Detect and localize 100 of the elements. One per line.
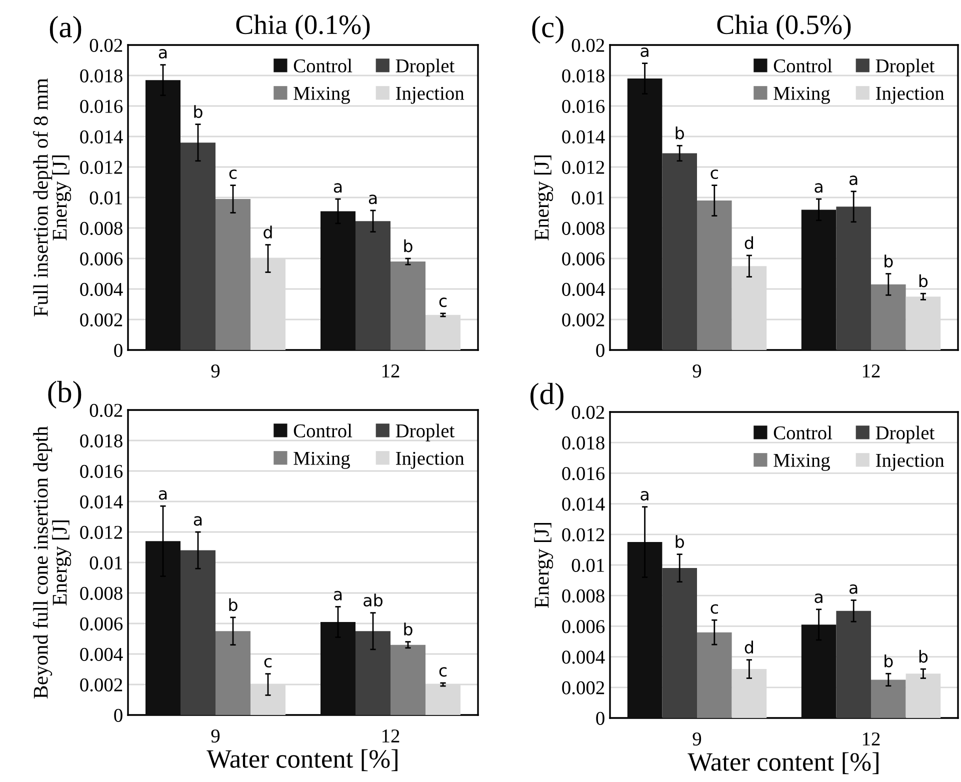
- y-tick-label: 0.018: [562, 69, 604, 83]
- y-tick-label: 0.012: [80, 526, 122, 540]
- data-label: a: [194, 516, 202, 526]
- y-tick-label: 0: [114, 344, 122, 357]
- legend-label: Control: [774, 426, 832, 440]
- y-tick-label: 0.016: [562, 100, 605, 114]
- legend-label: Injection: [396, 452, 464, 469]
- y-tick-label: 0.018: [562, 436, 604, 450]
- y-tick-label: 0.002: [80, 313, 122, 327]
- y-tick-label: 0.008: [80, 586, 122, 600]
- data-label: b: [884, 654, 893, 668]
- x-tick-label: 9: [692, 364, 702, 378]
- data-label: c: [710, 169, 718, 180]
- y-tick-label: 0.006: [562, 620, 605, 634]
- y-tick-label: 0: [114, 708, 122, 722]
- x-tick-label: 12: [862, 732, 880, 746]
- data-label: d: [744, 640, 753, 654]
- y-axis-title: Energy [J]: [534, 523, 554, 608]
- y-tick-label: 0.016: [562, 467, 605, 480]
- y-tick-label: 0.002: [562, 313, 604, 327]
- data-label: d: [264, 226, 272, 238]
- y-tick-label: 0.02: [90, 38, 122, 52]
- x-axis-title: Water content [%]: [206, 749, 398, 772]
- y-tick-label: 0.004: [80, 648, 123, 662]
- data-label: b: [676, 126, 684, 140]
- data-label: b: [919, 650, 928, 663]
- text: (a): [50, 16, 82, 44]
- legend-label: Mixing: [294, 452, 350, 469]
- y-axis-title: Full insertion depth of 8 mm Energy [J]: [33, 78, 72, 316]
- legend-label: Injection: [396, 86, 464, 104]
- legend-label: Control: [294, 58, 352, 72]
- data-label: a: [640, 491, 648, 501]
- legend-label: Control: [774, 58, 832, 72]
- data-label: b: [194, 105, 202, 118]
- text: (d): [530, 382, 564, 411]
- x-tick-label: 12: [862, 364, 880, 378]
- data-label: ab: [364, 594, 382, 607]
- legend-label: Mixing: [774, 454, 830, 471]
- y-tick-label: 0.004: [562, 650, 605, 664]
- y-tick-label: 0.008: [562, 589, 604, 603]
- legend-label: Droplet: [396, 58, 455, 76]
- y-tick-label: 0.016: [80, 100, 123, 114]
- data-label: a: [640, 47, 648, 58]
- legend-label: Mixing: [294, 86, 350, 104]
- data-label: a: [334, 590, 342, 600]
- y-tick-label: 0.008: [80, 222, 122, 236]
- data-label: b: [676, 535, 684, 548]
- data-label: a: [849, 584, 858, 594]
- legend-label: Mixing: [774, 86, 830, 104]
- y-tick-label: 0.02: [90, 404, 122, 418]
- data-label: a: [368, 194, 377, 204]
- chart-title: Chia (0.5%): [717, 14, 851, 40]
- data-label: c: [229, 169, 237, 180]
- y-tick-label: 0.012: [80, 160, 122, 174]
- y-tick-label: 0.006: [80, 252, 123, 266]
- legend-label: Droplet: [876, 58, 935, 76]
- data-label: b: [404, 622, 412, 636]
- y-tick-label: 0.012: [562, 160, 604, 174]
- data-label: c: [439, 667, 447, 677]
- x-axis-title: Water content [%]: [688, 752, 878, 774]
- legend-label: Injection: [876, 86, 944, 104]
- data-label: a: [158, 48, 167, 59]
- x-tick-label: 12: [382, 364, 400, 378]
- x-tick-label: 12: [382, 730, 400, 742]
- y-tick-label: 0.014: [80, 495, 123, 509]
- y-tick-label: 0.01: [90, 191, 122, 205]
- data-label: b: [229, 598, 238, 612]
- y-tick-label: 0.01: [572, 191, 604, 205]
- y-tick-label: 0.014: [80, 130, 123, 144]
- legend-label: Injection: [876, 454, 944, 471]
- data-label: a: [814, 183, 822, 193]
- data-label: c: [264, 658, 272, 668]
- x-tick-label: 9: [211, 730, 220, 743]
- text: (c): [532, 16, 564, 44]
- y-tick-label: 0.006: [562, 252, 605, 266]
- y-tick-label: 0.004: [80, 282, 123, 296]
- text: (b): [48, 380, 82, 409]
- y-tick-label: 0.002: [80, 678, 122, 692]
- legend-label: Droplet: [396, 424, 455, 442]
- x-tick-label: 9: [692, 732, 702, 746]
- legend-label: Control: [294, 424, 352, 438]
- data-label: a: [334, 183, 342, 193]
- x-tick-label: 9: [211, 364, 220, 378]
- y-tick-label: 0: [596, 344, 604, 357]
- data-label: d: [744, 236, 753, 250]
- y-tick-label: 0.016: [80, 464, 123, 478]
- y-tick-label: 0.012: [562, 528, 604, 542]
- y-tick-label: 0: [596, 712, 604, 725]
- data-label: b: [884, 254, 893, 268]
- y-tick-label: 0.004: [562, 282, 605, 296]
- y-tick-label: 0.018: [80, 434, 122, 448]
- data-label: b: [919, 274, 928, 288]
- data-label: c: [439, 298, 447, 308]
- data-label: a: [849, 176, 858, 186]
- data-label: a: [814, 594, 822, 604]
- y-tick-label: 0.01: [90, 556, 122, 570]
- y-tick-label: 0.02: [572, 406, 604, 420]
- data-label: c: [710, 604, 718, 614]
- y-tick-label: 0.008: [562, 222, 604, 236]
- y-tick-label: 0.014: [562, 130, 605, 144]
